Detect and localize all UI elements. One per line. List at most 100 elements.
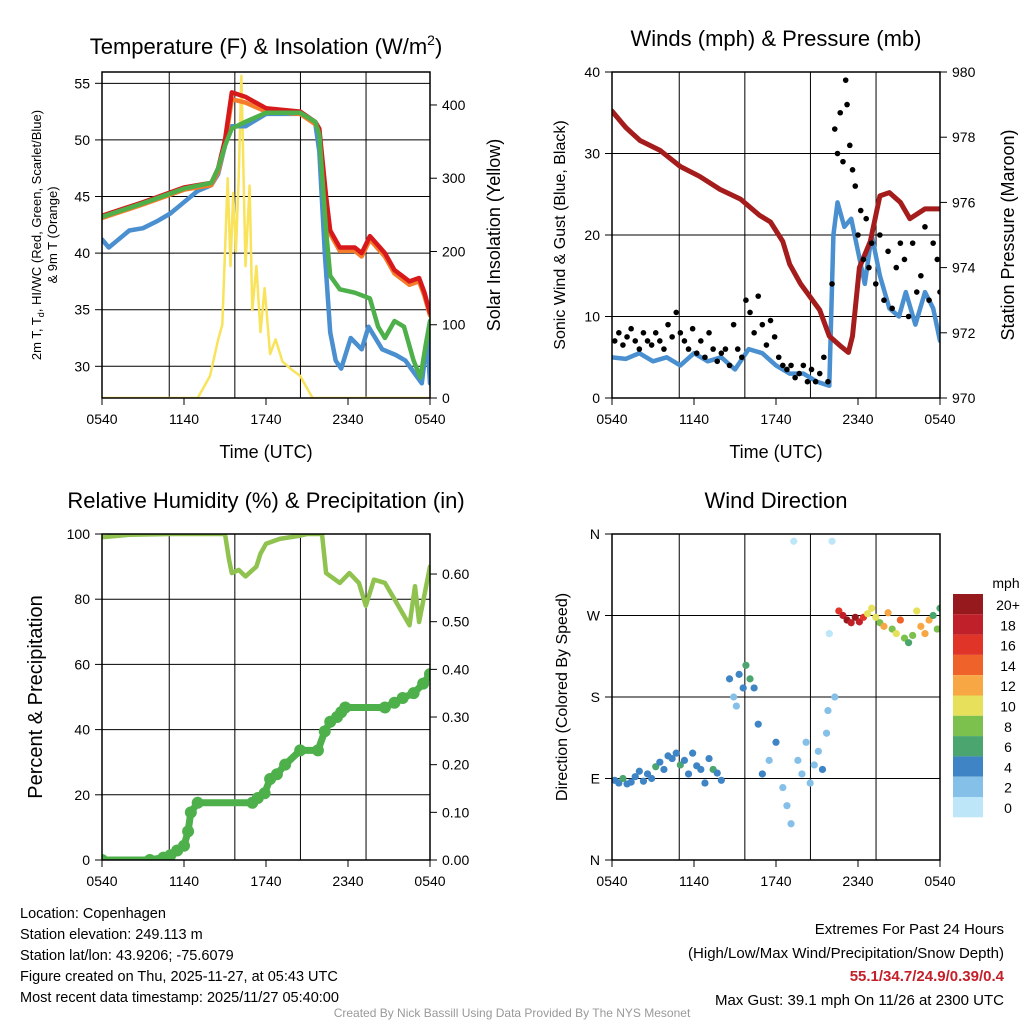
direction-point — [868, 604, 876, 612]
credit-text: Created By Nick Bassill Using Data Provi… — [333, 1006, 691, 1020]
direction-point — [619, 774, 627, 783]
gust-point — [743, 297, 749, 304]
ylabel-part: , HI/WC (Red, Green, Scarlet/Blue) — [29, 110, 44, 312]
legend-swatch — [953, 594, 983, 615]
gust-point — [747, 309, 753, 316]
gust-point — [632, 338, 639, 344]
series-precipitation — [102, 670, 430, 860]
legend-label: 20+ — [996, 597, 1020, 613]
gust-point — [877, 232, 883, 238]
y2-axis-label: Solar Insolation (Yellow) — [484, 139, 504, 331]
y-tick-label: 0 — [592, 390, 600, 406]
direction-point — [684, 770, 693, 778]
x-tick-label: 1740 — [250, 873, 281, 889]
gust-point — [755, 293, 762, 299]
gust-point — [800, 362, 807, 369]
gust-point — [689, 325, 696, 332]
gust-point — [840, 158, 846, 165]
direction-point — [884, 609, 892, 617]
gust-point — [863, 215, 869, 222]
direction-point — [831, 693, 839, 701]
gust-point — [897, 240, 904, 246]
y-axis-label: Direction (Colored By Speed) — [554, 593, 571, 801]
direction-point — [627, 778, 635, 786]
gust-point — [816, 370, 823, 377]
plot-frame — [101, 71, 431, 399]
y-tick-label: 10 — [584, 309, 600, 325]
x-tick-label: 1140 — [169, 411, 199, 427]
gust-point — [905, 313, 912, 320]
y-tick-label: N — [590, 526, 600, 542]
x-tick-label: 1740 — [250, 411, 281, 427]
gust-point — [734, 346, 741, 352]
recent-data-text: Most recent data timestamp: 2025/11/27 0… — [20, 990, 339, 1006]
legend-swatch — [953, 776, 983, 797]
gust-point — [677, 330, 684, 336]
direction-point — [913, 607, 921, 615]
gust-point — [616, 330, 622, 336]
x-tick-label: 0540 — [86, 411, 117, 427]
y-tick-label: 0 — [82, 852, 90, 868]
direction-point — [847, 619, 855, 627]
gust-point — [657, 338, 663, 344]
gust-point — [849, 167, 856, 173]
direction-point — [794, 756, 802, 764]
y2-tick-label: 0.20 — [442, 757, 469, 773]
y-tick-label: 60 — [74, 656, 90, 672]
precip-point — [407, 687, 420, 700]
y2-tick-label: 300 — [442, 170, 466, 186]
y-axis-label-line2: & 9m T (Orange) — [45, 186, 60, 283]
plot-frame — [611, 71, 941, 399]
y2-tick-label: 976 — [952, 194, 976, 210]
x-tick-label: 0540 — [924, 873, 955, 889]
gust-point — [640, 330, 647, 336]
x-tick-label: 1140 — [679, 411, 709, 427]
gust-point — [693, 350, 700, 356]
legend-swatch — [953, 756, 983, 777]
x-tick-label: 0540 — [596, 411, 627, 427]
gust-point — [669, 334, 675, 340]
gust-point — [681, 338, 688, 344]
x-tick-label: 2340 — [332, 411, 363, 427]
x-tick-label: 0540 — [414, 411, 445, 427]
gust-point — [673, 309, 680, 316]
y-tick-label: 40 — [74, 245, 90, 261]
extremes-info: Extremes For Past 24 Hours (High/Low/Max… — [688, 918, 1004, 1012]
gust-point — [702, 354, 708, 361]
gust-point — [771, 334, 778, 340]
direction-point — [739, 684, 747, 692]
y2-tick-label: 0.50 — [442, 614, 469, 630]
y-tick-label: 45 — [74, 189, 90, 205]
direction-point — [713, 769, 721, 777]
legend-label: 8 — [1004, 719, 1012, 735]
chart-title: Winds (mph) & Pressure (mb) — [631, 26, 922, 51]
y-tick-label: 20 — [74, 787, 90, 803]
gust-point — [868, 240, 875, 246]
series-9m-temperature — [102, 96, 430, 318]
precip-point — [258, 787, 271, 800]
panel-humidity: 0 20 40 60 80 100 0.00 0.10 0.20 0.30 0.40 0.50 0.60… — [25, 488, 469, 889]
gust-point — [893, 264, 900, 271]
gust-point — [872, 281, 879, 287]
series-relative-humidity — [102, 534, 430, 628]
x-tick-label: 2340 — [842, 873, 873, 889]
y2-tick-label: 0.30 — [442, 709, 469, 725]
direction-point — [802, 738, 810, 746]
direction-point — [814, 747, 822, 755]
direction-point — [892, 630, 900, 638]
precip-point — [279, 758, 292, 771]
precip-point — [424, 668, 430, 681]
plot-frame — [611, 533, 941, 861]
gust-point — [796, 370, 803, 377]
gust-point — [834, 150, 841, 157]
direction-point — [705, 754, 713, 763]
y-axis-label: Sonic Wind & Gust (Blue, Black) — [552, 120, 569, 349]
plot-frame — [101, 533, 431, 861]
gust-point — [624, 334, 630, 340]
ylabel-subscript: d — [36, 312, 46, 317]
plot-area — [612, 77, 940, 389]
y2-tick-label: 0.00 — [442, 852, 469, 868]
direction-point — [909, 631, 917, 640]
direction-point — [656, 758, 664, 766]
